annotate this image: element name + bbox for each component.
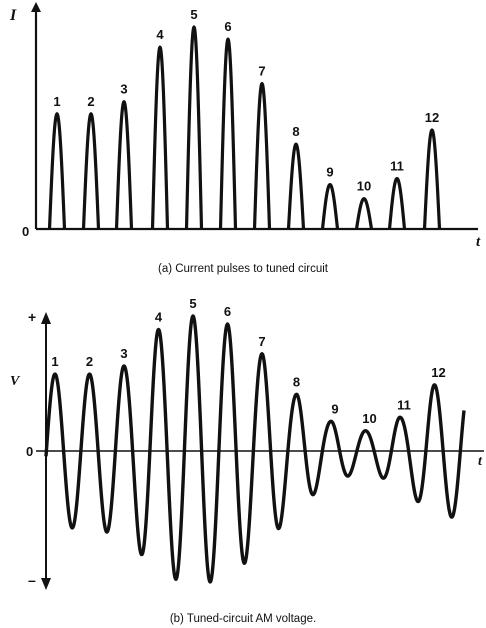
top-caption: (a) Current pulses to tuned circuit xyxy=(158,263,329,275)
pulse-label-6: 6 xyxy=(224,19,231,34)
pulse-label-8: 8 xyxy=(292,124,299,139)
pulse-label-11: 11 xyxy=(390,159,404,174)
bottom-y-axis-arrow-up xyxy=(41,312,51,324)
current-pulse-11 xyxy=(387,176,407,230)
peak-label-10: 10 xyxy=(362,411,376,426)
peak-label-12: 12 xyxy=(431,365,445,380)
pulse-label-1: 1 xyxy=(53,94,60,109)
current-pulse-8 xyxy=(286,142,306,230)
bottom-y-axis-arrow-down xyxy=(41,578,51,590)
minus-label: – xyxy=(28,572,36,588)
am-voltage-waveform xyxy=(44,314,466,584)
plus-label: + xyxy=(28,309,36,325)
current-pulse-3 xyxy=(114,100,134,230)
pulse-label-4: 4 xyxy=(156,27,164,42)
current-pulse-1 xyxy=(47,112,67,230)
peak-label-11: 11 xyxy=(397,397,411,412)
peak-label-3: 3 xyxy=(120,346,127,361)
pulse-label-2: 2 xyxy=(87,94,94,109)
peak-label-2: 2 xyxy=(86,354,93,369)
pulse-label-10: 10 xyxy=(357,179,371,194)
pulse-label-5: 5 xyxy=(190,7,197,22)
pulse-label-3: 3 xyxy=(120,82,127,97)
peak-label-5: 5 xyxy=(189,296,196,311)
pulse-label-9: 9 xyxy=(326,165,333,180)
peak-label-4: 4 xyxy=(155,310,163,325)
peak-label-9: 9 xyxy=(331,401,338,416)
current-pulse-6 xyxy=(218,37,238,230)
pulse-label-7: 7 xyxy=(258,64,265,79)
bottom-x-axis-label: t xyxy=(478,454,483,469)
current-pulse-7 xyxy=(252,81,272,230)
current-pulse-4 xyxy=(150,45,170,230)
peak-label-6: 6 xyxy=(224,304,231,319)
bottom-y-axis-label: V xyxy=(10,374,21,389)
current-pulse-2 xyxy=(81,112,101,230)
top-x-axis-label: t xyxy=(476,234,481,250)
peak-label-7: 7 xyxy=(258,334,265,349)
current-pulse-5 xyxy=(184,25,204,230)
peak-label-1: 1 xyxy=(51,354,58,369)
current-pulse-9 xyxy=(320,182,340,230)
bottom-caption: (b) Tuned-circuit AM voltage. xyxy=(170,613,316,625)
bottom-origin-label: 0 xyxy=(26,444,33,459)
top-y-axis-label: I xyxy=(9,7,17,24)
top-y-axis-arrow xyxy=(31,2,41,12)
current-pulse-10 xyxy=(354,197,374,230)
current-pulse-12 xyxy=(422,128,442,230)
top-origin-label: 0 xyxy=(22,224,29,239)
pulses-group xyxy=(47,25,442,230)
pulse-label-12: 12 xyxy=(425,110,439,125)
peak-label-8: 8 xyxy=(293,374,300,389)
